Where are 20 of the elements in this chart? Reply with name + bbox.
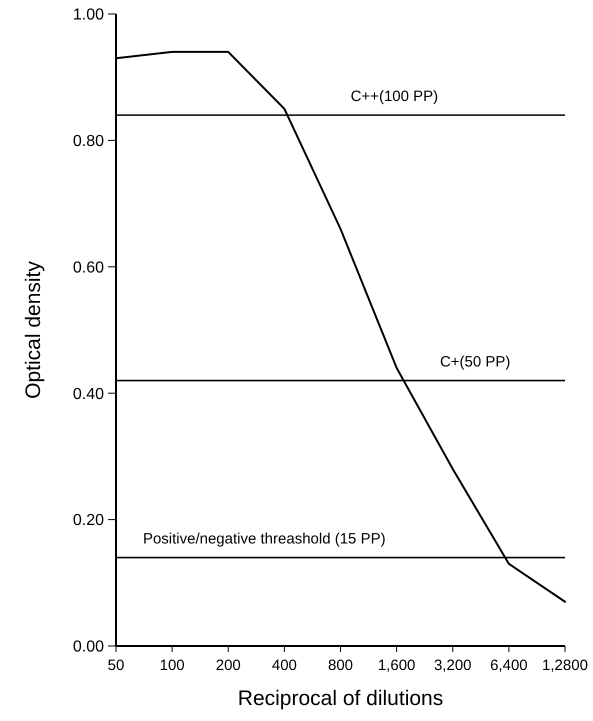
x-tick-label: 200: [216, 657, 241, 674]
x-tick-label: 1,2800: [542, 657, 588, 674]
y-tick-label: 0.00: [72, 638, 104, 656]
y-tick-label: 0.80: [72, 133, 104, 150]
y-tick-label: 1.00: [72, 6, 104, 24]
x-tick-label: 50: [108, 657, 124, 674]
x-tick-label: 400: [272, 657, 297, 674]
x-tick-label: 800: [328, 657, 354, 674]
ref-line-label: C++(100 PP): [350, 88, 438, 106]
ref-line-label: C+(50 PP): [440, 354, 510, 371]
x-tick-label: 6,400: [490, 657, 528, 674]
x-tick-label: 1,600: [378, 657, 416, 674]
y-tick-label: 0.40: [72, 386, 104, 403]
y-tick-label: 0.60: [72, 259, 104, 276]
x-tick-label: 100: [160, 657, 185, 674]
x-tick-label: 3,200: [434, 657, 472, 674]
y-tick-label: 0.20: [72, 512, 104, 530]
y-axis-title: Optical density: [22, 260, 45, 399]
x-axis-title: Reciprocal of dilutions: [238, 687, 444, 710]
ref-line-label: Positive/negative threashold (15 PP): [142, 530, 386, 548]
